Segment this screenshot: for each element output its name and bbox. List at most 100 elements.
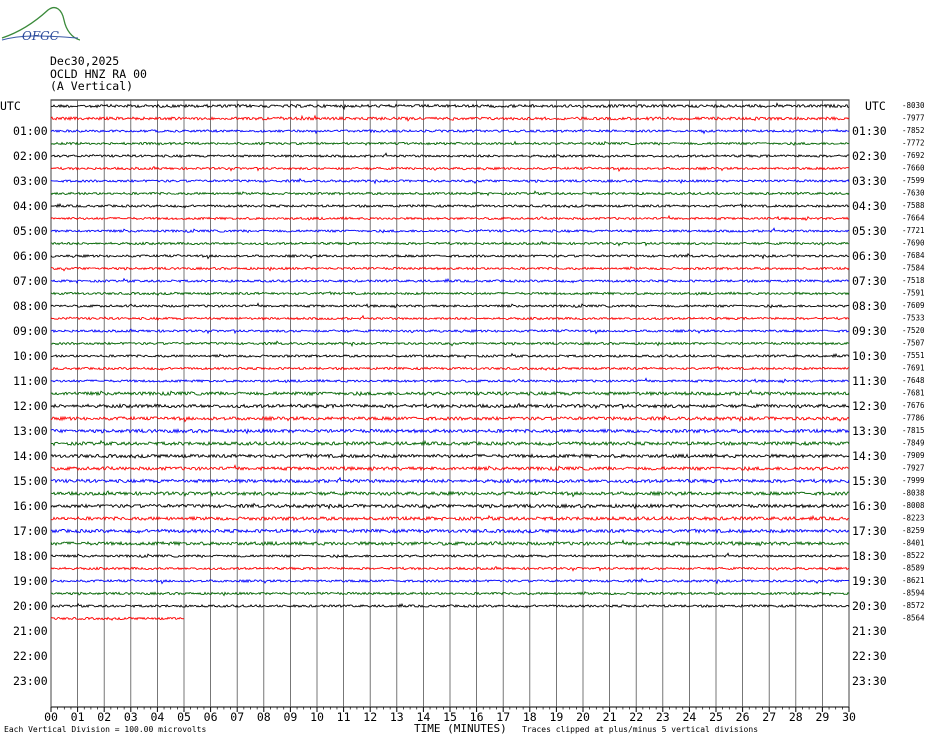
trace-offset-label: -7721 (902, 226, 925, 235)
right-hour-label: 12:30 (852, 399, 887, 413)
seismic-trace (50, 389, 850, 397)
right-hour-label: 16:30 (852, 499, 887, 513)
x-tick-label: 26 (736, 710, 750, 724)
left-hour-label: 11:00 (13, 374, 48, 388)
trace-offset-label: -8621 (902, 576, 925, 585)
right-hour-label: 14:30 (852, 449, 887, 463)
seismic-trace (50, 128, 850, 135)
right-hour-label: 20:30 (852, 599, 887, 613)
component-label: (A Vertical) (50, 79, 134, 93)
seismic-trace (50, 165, 850, 173)
seismic-trace (50, 240, 850, 247)
right-hour-label: 11:30 (852, 374, 887, 388)
seismic-trace (50, 428, 850, 435)
left-hour-label: 12:00 (13, 399, 48, 413)
left-hour-label: 16:00 (13, 499, 48, 513)
trace-offset-label: -8259 (902, 526, 925, 535)
right-hour-label: 18:30 (852, 549, 887, 563)
right-hour-label: 08:30 (852, 299, 887, 313)
trace-offset-label: -7849 (902, 439, 925, 448)
seismic-trace (50, 552, 850, 559)
seismic-trace (50, 214, 850, 221)
trace-offset-label: -7584 (902, 264, 925, 273)
right-hour-label: 05:30 (852, 224, 887, 238)
trace-offset-label: -7977 (902, 114, 925, 123)
left-hour-label: 08:00 (13, 299, 48, 313)
trace-offset-label: -7909 (902, 451, 925, 460)
seismic-trace (50, 514, 850, 522)
right-utc-title: UTC (865, 99, 886, 113)
x-tick-label: 04 (150, 710, 164, 724)
x-tick-label: 08 (257, 710, 271, 724)
right-hour-label: 07:30 (852, 274, 887, 288)
trace-offset-label: -7690 (902, 239, 925, 248)
chart-header: Dec30,2025 OCLD HNZ RA 00 (A Vertical) (50, 55, 147, 93)
trace-offset-label: -7507 (902, 339, 925, 348)
left-hour-label: 05:00 (13, 224, 48, 238)
seismic-trace (50, 340, 850, 348)
right-hour-label: 04:30 (852, 199, 887, 213)
seismic-trace (50, 402, 850, 410)
logo-text: OFGC (22, 29, 59, 43)
seismic-trace (50, 490, 850, 498)
right-hour-label: 06:30 (852, 249, 887, 263)
trace-offset-label: -7533 (902, 314, 925, 323)
left-hour-label: 20:00 (13, 599, 48, 613)
trace-offset-label: -7684 (902, 251, 925, 260)
vertical-division-note: Each Vertical Division = 100.00 microvol… (4, 725, 207, 734)
trace-offset-label: -7676 (902, 401, 925, 410)
trace-offset-label: -7681 (902, 389, 925, 398)
seismic-trace (50, 266, 850, 272)
seismic-trace (50, 352, 850, 359)
right-hour-label: 21:30 (852, 624, 887, 638)
trace-offset-label: -7648 (902, 376, 925, 385)
x-tick-label: 10 (310, 710, 324, 724)
x-tick-label: 02 (97, 710, 111, 724)
right-hour-label: 17:30 (852, 524, 887, 538)
x-tick-label: 20 (576, 710, 590, 724)
x-tick-label: 13 (390, 710, 404, 724)
station-label: OCLD HNZ RA 00 (50, 66, 147, 81)
x-tick-label: 27 (762, 710, 776, 724)
left-hour-label: 07:00 (13, 274, 48, 288)
left-hour-label: 15:00 (13, 474, 48, 488)
seismic-trace (50, 177, 850, 185)
x-tick-label: 09 (283, 710, 297, 724)
left-hour-label: 18:00 (13, 549, 48, 563)
trace-offset-label: -7999 (902, 476, 925, 485)
x-tick-label: 07 (230, 710, 244, 724)
seismic-trace (50, 314, 850, 321)
trace-offset-label: -8030 (902, 101, 925, 110)
x-tick-label: 05 (177, 710, 191, 724)
trace-offset-label: -7852 (902, 126, 925, 135)
trace-offset-label: -8401 (902, 539, 925, 548)
trace-offset-label: -8522 (902, 551, 925, 560)
left-utc-title: UTC (0, 99, 21, 113)
trace-offset-label: -7591 (902, 289, 925, 298)
seismic-trace (50, 565, 850, 572)
right-hour-label: 09:30 (852, 324, 887, 338)
x-tick-label: 03 (124, 710, 138, 724)
right-hour-label: 19:30 (852, 574, 887, 588)
trace-offset-label: -8008 (902, 501, 925, 510)
x-tick-label: 24 (682, 710, 696, 724)
x-tick-label: 16 (470, 710, 484, 724)
left-hour-label: 14:00 (13, 449, 48, 463)
x-tick-label: 14 (416, 710, 430, 724)
chart-grid (50, 99, 850, 712)
trace-offset-label: -7630 (902, 189, 925, 198)
right-hour-label: 15:30 (852, 474, 887, 488)
right-hour-label: 03:30 (852, 174, 887, 188)
seismic-trace (50, 591, 850, 597)
left-hour-label: 06:00 (13, 249, 48, 263)
x-tick-label: 00 (44, 710, 58, 724)
x-tick-label: 06 (204, 710, 218, 724)
seismic-trace (50, 539, 850, 547)
x-tick-label: 28 (789, 710, 803, 724)
trace-offset-label: -7927 (902, 464, 925, 473)
date-label: Dec30,2025 (50, 54, 120, 68)
x-tick-label: 01 (71, 710, 85, 724)
x-tick-label: 11 (337, 710, 351, 724)
seismic-trace (50, 616, 185, 621)
